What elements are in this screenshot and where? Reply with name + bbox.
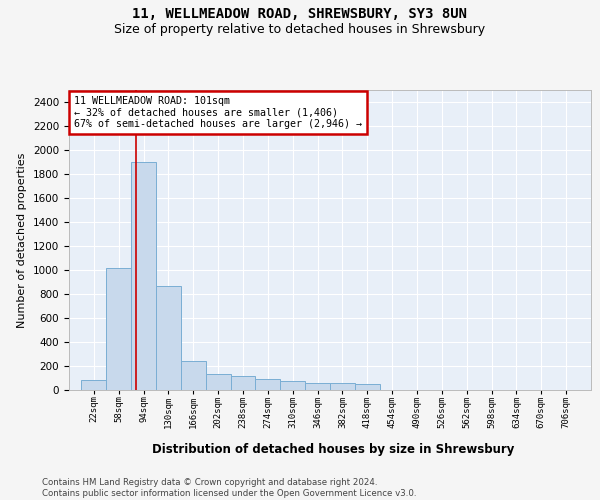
Text: Size of property relative to detached houses in Shrewsbury: Size of property relative to detached ho… [115, 22, 485, 36]
Bar [330, 384, 355, 390]
Text: Contains HM Land Registry data © Crown copyright and database right 2024.
Contai: Contains HM Land Registry data © Crown c… [42, 478, 416, 498]
Bar [305, 383, 330, 390]
Bar [156, 286, 181, 390]
Text: 11, WELLMEADOW ROAD, SHREWSBURY, SY3 8UN: 11, WELLMEADOW ROAD, SHREWSBURY, SY3 8UN [133, 8, 467, 22]
Bar [181, 361, 206, 390]
Text: Distribution of detached houses by size in Shrewsbury: Distribution of detached houses by size … [152, 442, 514, 456]
Bar [206, 374, 230, 390]
Bar [106, 268, 131, 390]
Bar [230, 376, 256, 390]
Bar [131, 162, 156, 390]
Bar [82, 380, 106, 390]
Text: 11 WELLMEADOW ROAD: 101sqm
← 32% of detached houses are smaller (1,406)
67% of s: 11 WELLMEADOW ROAD: 101sqm ← 32% of deta… [74, 96, 362, 129]
Bar [355, 384, 380, 390]
Y-axis label: Number of detached properties: Number of detached properties [17, 152, 28, 328]
Bar [256, 378, 280, 390]
Bar [280, 381, 305, 390]
